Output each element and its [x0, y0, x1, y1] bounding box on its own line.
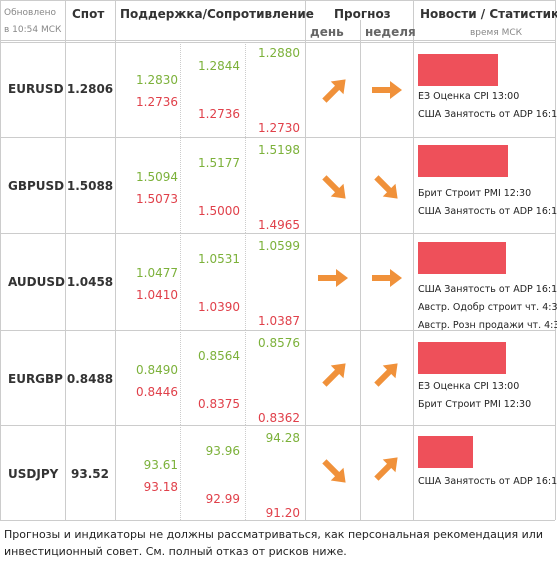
support: 1.5000: [198, 204, 240, 218]
support: 93.18: [143, 480, 178, 494]
news-item: ЕЗ Оценка CPI 13:00: [418, 381, 520, 392]
news-item: Брит Строит PMI 12:30: [418, 188, 532, 199]
resistance: 93.61: [143, 458, 178, 472]
resistance: 1.2830: [136, 73, 178, 87]
pair: GBPUSD: [8, 179, 65, 193]
column-divider: [180, 137, 181, 233]
resistance: 1.0477: [136, 266, 178, 280]
spot: 0.8488: [66, 372, 114, 386]
resistance: 0.8564: [198, 349, 240, 363]
pair: USDJPY: [8, 467, 59, 481]
row-divider: [0, 233, 555, 234]
forecast-header: Прогноз: [334, 7, 391, 21]
week-header: неделя: [365, 25, 416, 39]
column-divider: [245, 330, 246, 425]
news-item: США Занятость от ADP 16:15: [418, 109, 557, 120]
row-divider: [0, 330, 555, 331]
row-divider: [0, 520, 555, 521]
resistance: 94.28: [265, 431, 300, 445]
support: 1.2730: [258, 121, 300, 135]
news-item: США Занятость от ADP 16:15: [418, 284, 557, 295]
spot: 1.5088: [66, 179, 114, 193]
news-item: Брит Строит PMI 12:30: [418, 399, 532, 410]
resistance: 1.5094: [136, 170, 178, 184]
support: 1.5073: [136, 192, 178, 206]
spot: 1.0458: [66, 275, 114, 289]
row-divider: [0, 425, 555, 426]
column-divider: [245, 137, 246, 233]
support: 0.8362: [258, 411, 300, 425]
news-item: Австр. Розн продажи чт. 4:30: [418, 320, 557, 331]
spot: 93.52: [71, 467, 109, 481]
updated-time: в 10:54 МСК: [4, 25, 62, 35]
support: 1.2736: [198, 107, 240, 121]
spot-header: Спот: [72, 7, 105, 21]
support: 1.0387: [258, 314, 300, 328]
levels-header: Поддержка/Сопротивление: [120, 7, 314, 21]
pair: EURGBP: [8, 372, 63, 386]
resistance: 0.8490: [136, 363, 178, 377]
column-divider: [180, 425, 181, 520]
resistance: 1.5198: [258, 143, 300, 157]
support: 1.0390: [198, 300, 240, 314]
news-item: США Занятость от ADP 16:15: [418, 476, 557, 487]
resistance: 1.0599: [258, 239, 300, 253]
column-divider: [245, 233, 246, 330]
news-time-header: время МСК: [470, 28, 523, 38]
day-header: день: [310, 25, 344, 39]
support: 0.8375: [198, 397, 240, 411]
column-divider: [180, 330, 181, 425]
support: 91.20: [265, 506, 300, 520]
resistance: 1.2844: [198, 59, 240, 73]
support: 1.2736: [136, 95, 178, 109]
resistance: 1.5177: [198, 156, 240, 170]
resistance: 93.96: [205, 444, 240, 458]
resistance: 1.0531: [198, 252, 240, 266]
support: 1.0410: [136, 288, 178, 302]
resistance: 0.8576: [258, 336, 300, 350]
column-divider: [245, 40, 246, 137]
news-item: Австр. Одобр строит чт. 4:30: [418, 302, 557, 313]
column-divider: [245, 425, 246, 520]
support: 0.8446: [136, 385, 178, 399]
support: 1.4965: [258, 218, 300, 232]
updated-label: Обновлено: [4, 8, 57, 18]
row-divider: [0, 137, 555, 138]
column-divider: [180, 233, 181, 330]
support: 92.99: [205, 492, 240, 506]
pair: AUDUSD: [8, 275, 65, 289]
column-divider: [180, 40, 181, 137]
pair: EURUSD: [8, 82, 64, 96]
news-header: Новости / Статистика: [420, 7, 557, 21]
disclaimer: Прогнозы и индикаторы не должны рассматр…: [4, 528, 543, 558]
resistance: 1.2880: [258, 46, 300, 60]
news-item: США Занятость от ADP 16:15: [418, 206, 557, 217]
spot: 1.2806: [66, 82, 114, 96]
news-item: ЕЗ Оценка CPI 13:00: [418, 91, 520, 102]
